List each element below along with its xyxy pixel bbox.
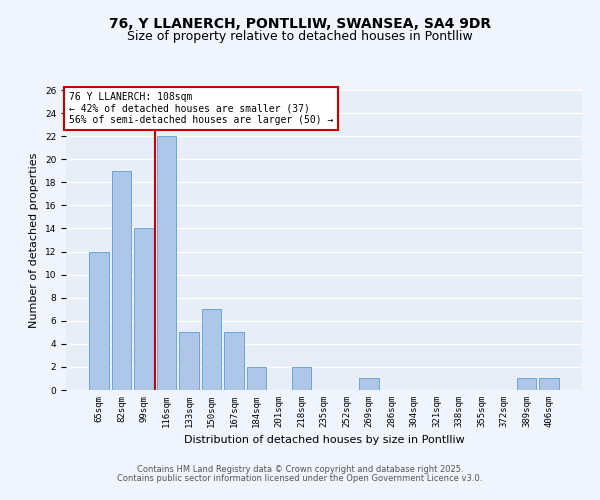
Text: Contains HM Land Registry data © Crown copyright and database right 2025.: Contains HM Land Registry data © Crown c… xyxy=(137,466,463,474)
Bar xyxy=(179,332,199,390)
Bar xyxy=(359,378,379,390)
Text: 76, Y LLANERCH, PONTLLIW, SWANSEA, SA4 9DR: 76, Y LLANERCH, PONTLLIW, SWANSEA, SA4 9… xyxy=(109,18,491,32)
X-axis label: Distribution of detached houses by size in Pontlliw: Distribution of detached houses by size … xyxy=(184,436,464,446)
Bar xyxy=(112,171,131,390)
Bar xyxy=(517,378,536,390)
Text: 76 Y LLANERCH: 108sqm
← 42% of detached houses are smaller (37)
56% of semi-deta: 76 Y LLANERCH: 108sqm ← 42% of detached … xyxy=(68,92,333,124)
Y-axis label: Number of detached properties: Number of detached properties xyxy=(29,152,39,328)
Text: Size of property relative to detached houses in Pontlliw: Size of property relative to detached ho… xyxy=(127,30,473,43)
Bar xyxy=(247,367,266,390)
Bar xyxy=(157,136,176,390)
Bar xyxy=(89,252,109,390)
Text: Contains public sector information licensed under the Open Government Licence v3: Contains public sector information licen… xyxy=(118,474,482,483)
Bar xyxy=(224,332,244,390)
Bar xyxy=(292,367,311,390)
Bar xyxy=(134,228,154,390)
Bar xyxy=(202,309,221,390)
Bar xyxy=(539,378,559,390)
